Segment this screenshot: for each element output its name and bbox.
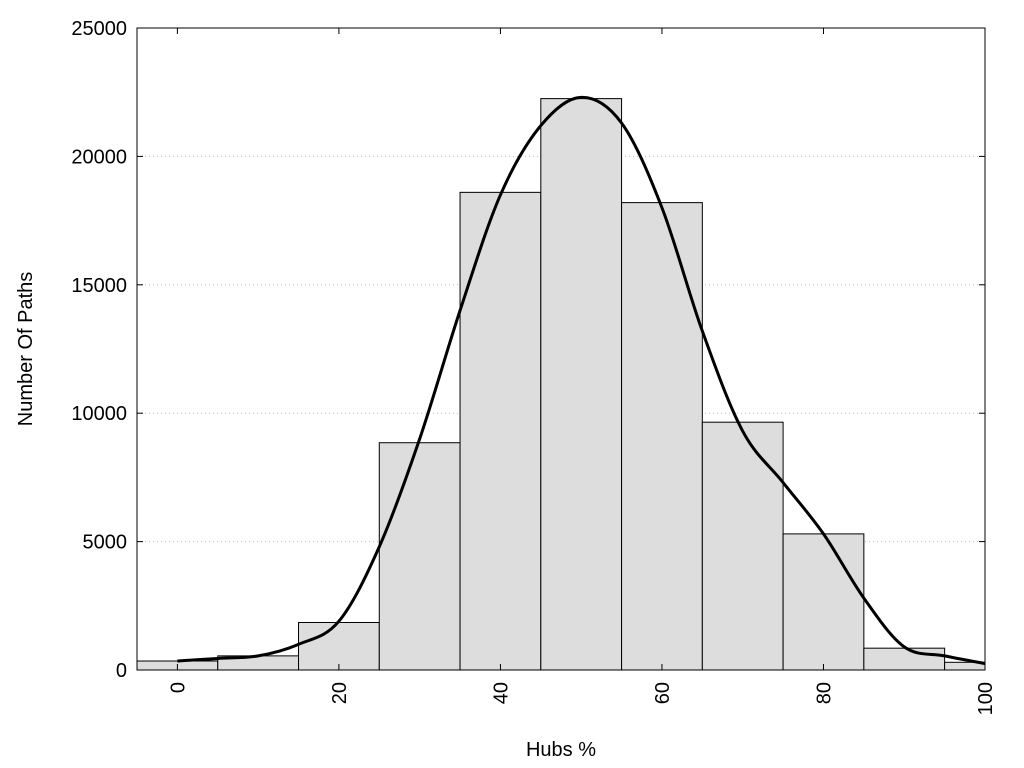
histogram-bar xyxy=(459,191,542,671)
density-curve xyxy=(177,95,986,666)
y-axis-ticks: 0 5000 10000 15000 20000 25000 xyxy=(71,18,985,682)
y-axis-title: Number Of Paths xyxy=(15,272,37,427)
histogram-bar xyxy=(540,98,623,671)
x-tick-label: 0 xyxy=(167,682,189,693)
histogram-bars xyxy=(136,98,986,671)
y-tick-label: 0 xyxy=(116,660,127,682)
plot-frame xyxy=(136,27,986,671)
x-tick-label: 100 xyxy=(975,682,997,715)
histogram-bar xyxy=(701,421,784,671)
y-tick-label: 20000 xyxy=(71,146,127,168)
histogram-bar xyxy=(378,442,461,671)
density-curve-layer xyxy=(177,95,986,666)
x-axis-title: Hubs % xyxy=(526,739,596,761)
histogram-bar xyxy=(782,533,865,671)
y-tick-label: 10000 xyxy=(71,403,127,425)
x-tick-label: 20 xyxy=(329,682,351,704)
y-tick-label: 5000 xyxy=(83,532,128,554)
y-tick-label: 25000 xyxy=(71,18,127,40)
histogram-bar xyxy=(863,647,946,671)
x-tick-label: 40 xyxy=(490,682,512,704)
x-tick-label: 80 xyxy=(813,682,835,704)
x-tick-label: 60 xyxy=(652,682,674,704)
x-axis-ticks: 0 20 40 60 80 100 xyxy=(167,28,997,715)
y-tick-label: 15000 xyxy=(71,275,127,297)
histogram-bar xyxy=(298,621,380,671)
histogram-bar xyxy=(621,202,703,671)
